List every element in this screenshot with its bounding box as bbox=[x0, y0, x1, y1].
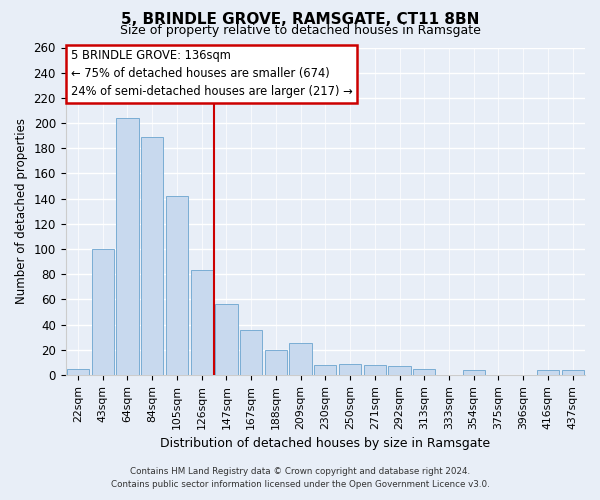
Bar bbox=[141, 137, 163, 375]
Bar bbox=[240, 330, 262, 375]
Bar bbox=[265, 350, 287, 375]
Bar bbox=[537, 370, 559, 375]
Bar bbox=[562, 370, 584, 375]
Bar bbox=[463, 370, 485, 375]
Bar bbox=[191, 270, 213, 375]
Bar bbox=[289, 344, 312, 375]
Text: 5, BRINDLE GROVE, RAMSGATE, CT11 8BN: 5, BRINDLE GROVE, RAMSGATE, CT11 8BN bbox=[121, 12, 479, 28]
Bar bbox=[215, 304, 238, 375]
Bar bbox=[166, 196, 188, 375]
Bar bbox=[116, 118, 139, 375]
Y-axis label: Number of detached properties: Number of detached properties bbox=[15, 118, 28, 304]
Bar bbox=[413, 368, 436, 375]
Text: Contains HM Land Registry data © Crown copyright and database right 2024.
Contai: Contains HM Land Registry data © Crown c… bbox=[110, 468, 490, 489]
Bar bbox=[339, 364, 361, 375]
Bar bbox=[314, 365, 337, 375]
Text: Size of property relative to detached houses in Ramsgate: Size of property relative to detached ho… bbox=[119, 24, 481, 37]
Bar bbox=[364, 365, 386, 375]
Text: 5 BRINDLE GROVE: 136sqm
← 75% of detached houses are smaller (674)
24% of semi-d: 5 BRINDLE GROVE: 136sqm ← 75% of detache… bbox=[71, 49, 353, 98]
Bar bbox=[92, 249, 114, 375]
Bar bbox=[67, 368, 89, 375]
Bar bbox=[388, 366, 410, 375]
X-axis label: Distribution of detached houses by size in Ramsgate: Distribution of detached houses by size … bbox=[160, 437, 490, 450]
